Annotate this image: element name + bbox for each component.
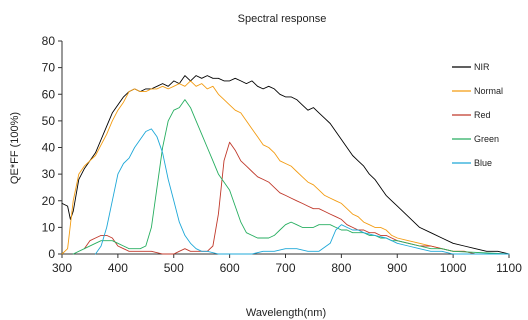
x-axis-label: Wavelength(nm) xyxy=(246,307,326,319)
y-tick-label: 80 xyxy=(42,34,56,48)
y-tick-label: 10 xyxy=(42,220,56,234)
y-tick-label: 60 xyxy=(42,87,56,101)
legend-label-normal: Normal xyxy=(474,86,503,96)
legend-label-red: Red xyxy=(474,110,491,120)
y-tick-label: 20 xyxy=(42,194,56,208)
legend-label-blue: Blue xyxy=(474,158,492,168)
x-tick-label: 500 xyxy=(164,261,184,275)
x-tick-label: 300 xyxy=(52,261,72,275)
y-tick-label: 0 xyxy=(48,247,55,261)
chart-title: Spectral response xyxy=(238,13,327,25)
chart-axes: 300 400 500 600 700 800 900 1000 1100 0 10 20 30 40 50… xyxy=(42,34,523,275)
x-tick-label: 1000 xyxy=(440,261,467,275)
legend-label-nir: NIR xyxy=(474,62,490,72)
x-tick-label: 600 xyxy=(220,261,240,275)
x-tick-label: 700 xyxy=(275,261,295,275)
series-line-nir xyxy=(61,75,510,255)
y-tick-label: 70 xyxy=(42,61,56,75)
chart-legend: NIR Normal Red Green Blue xyxy=(452,62,503,168)
y-tick-label: 50 xyxy=(42,114,56,128)
x-tick-label: 400 xyxy=(108,261,128,275)
x-tick-label: 900 xyxy=(387,261,407,275)
series-group xyxy=(61,75,510,255)
x-tick-label: 1100 xyxy=(496,261,522,275)
series-line-green xyxy=(72,99,510,255)
y-axis-label: QE*FF (100%) xyxy=(9,112,21,184)
series-line-red xyxy=(83,141,510,255)
x-tick-label: 800 xyxy=(331,261,351,275)
series-line-blue xyxy=(95,128,510,255)
y-tick-label: 30 xyxy=(42,167,56,181)
y-tick-label: 40 xyxy=(42,141,56,155)
legend-label-green: Green xyxy=(474,134,499,144)
series-line-normal xyxy=(61,80,510,255)
